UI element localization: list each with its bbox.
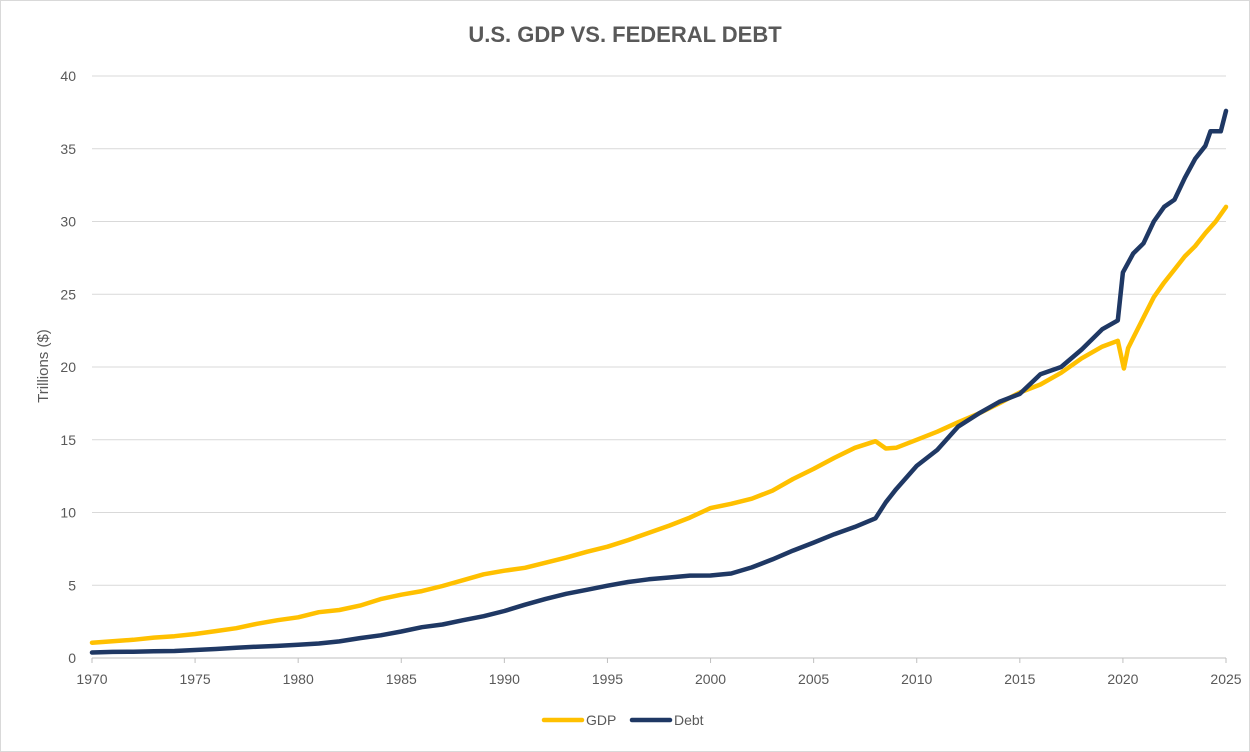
y-axis-label: Trillions ($): [35, 329, 52, 403]
legend-label-gdp: GDP: [586, 712, 616, 728]
series-line-gdp: [89, 204, 1229, 645]
x-tick-label: 2010: [901, 671, 932, 687]
x-tick-label: 2025: [1210, 671, 1241, 687]
chart-title: U.S. GDP VS. FEDERAL DEBT: [468, 22, 782, 47]
x-tick-label: 1995: [592, 671, 623, 687]
y-tick-label: 10: [60, 505, 76, 521]
gridlines: [92, 75, 1226, 659]
x-tick-label: 1985: [386, 671, 417, 687]
legend: GDP Debt: [541, 712, 704, 728]
x-tick-label: 1980: [283, 671, 314, 687]
x-tick-label: 2005: [798, 671, 829, 687]
x-tick-label: 1975: [180, 671, 211, 687]
legend-label-debt: Debt: [674, 712, 704, 728]
series-lines: [89, 108, 1229, 655]
y-axis-ticks: 0 5 10 15 20 25 30 35 40: [60, 68, 76, 666]
x-tick-label: 1970: [76, 671, 107, 687]
series-line-debt: [89, 108, 1229, 655]
x-tick-label: 2015: [1004, 671, 1035, 687]
y-tick-label: 25: [60, 286, 76, 302]
y-tick-label: 35: [60, 141, 76, 157]
y-tick-label: 5: [68, 577, 76, 593]
x-tick-label: 1990: [489, 671, 520, 687]
x-axis-ticks: 1970 1975 1980 1985 1990 1995 2000 2005 2010 2015…: [76, 658, 1242, 687]
x-tick-label: 2020: [1107, 671, 1138, 687]
y-tick-label: 15: [60, 432, 76, 448]
y-tick-label: 0: [68, 650, 76, 666]
y-tick-label: 30: [60, 214, 76, 230]
y-tick-label: 40: [60, 68, 76, 84]
y-tick-label: 20: [60, 359, 76, 375]
x-tick-label: 2000: [695, 671, 726, 687]
